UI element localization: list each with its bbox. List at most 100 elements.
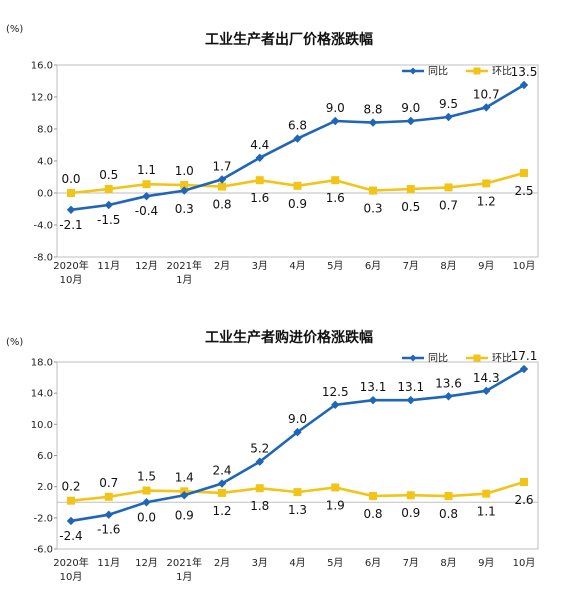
data-point-mom (482, 179, 491, 188)
x-tick-label: 12月 (135, 260, 158, 272)
data-label-mom: 0.8 (439, 507, 458, 521)
data-label-yoy: 13.6 (435, 376, 462, 390)
x-tick-label: 4月 (289, 557, 305, 569)
data-label-yoy: 9.0 (288, 412, 307, 426)
data-point-yoy (331, 116, 340, 126)
y-tick-label: 16.0 (31, 61, 53, 72)
data-label-mom: 0.5 (99, 168, 118, 182)
data-point-yoy (66, 516, 76, 526)
data-label-mom: 1.6 (250, 191, 269, 205)
data-label-yoy: 5.2 (250, 442, 269, 456)
data-label-yoy: 17.1 (511, 349, 538, 363)
data-point-yoy (104, 200, 113, 210)
data-label-yoy: 0.3 (175, 202, 194, 216)
data-label-mom: 2.6 (514, 493, 533, 507)
data-label-mom: 1.6 (326, 191, 345, 205)
x-tick-label: 8月 (440, 557, 456, 569)
data-label-mom: 0.2 (61, 480, 80, 494)
x-tick-label-line2: 10月 (60, 274, 83, 286)
data-label-mom: 1.5 (137, 470, 156, 484)
data-point-mom (255, 176, 264, 185)
y-tick-label: 0.0 (37, 189, 53, 200)
legend-label-mom: 环比 (492, 353, 512, 365)
data-point-mom (482, 489, 491, 498)
data-point-yoy (255, 153, 264, 162)
data-point-mom (369, 186, 377, 195)
data-point-mom (104, 185, 113, 193)
data-point-mom (406, 185, 415, 193)
data-point-yoy (142, 498, 151, 507)
x-tick-label-line2: 10月 (60, 571, 83, 583)
data-label-yoy: 0.9 (175, 508, 194, 522)
data-point-yoy (293, 134, 302, 143)
x-tick-label: 6月 (365, 260, 381, 272)
x-tick-label: 2020年 (53, 259, 88, 272)
data-label-yoy: 8.8 (363, 103, 382, 117)
data-point-yoy (180, 491, 189, 500)
x-tick-label: 4月 (289, 260, 305, 272)
data-point-yoy (104, 510, 113, 519)
x-tick-label: 2月 (214, 557, 230, 569)
chart-title: 工业生产者出厂价格涨跌幅 (205, 31, 373, 48)
x-tick-label: 11月 (97, 557, 120, 569)
data-label-mom: 0.0 (61, 172, 80, 186)
data-point-yoy (368, 395, 378, 405)
data-point-yoy (180, 186, 189, 195)
x-tick-label: 10月 (513, 260, 536, 272)
data-point-mom (180, 181, 189, 189)
x-tick-label: 9月 (478, 557, 494, 569)
data-label-yoy: 12.5 (322, 385, 349, 399)
x-tick-label: 7月 (403, 260, 419, 272)
data-label-mom: 0.9 (401, 506, 420, 520)
data-label-yoy: -1.5 (97, 213, 120, 227)
x-tick-label: 8月 (440, 260, 456, 272)
ppi-purchase-chart: 工业生产者购进价格涨跌幅 (%) 18.0 14.0 10.0 6.0 2.0 -2.0 -6.… (6, 329, 539, 583)
data-label-yoy: 4.4 (250, 138, 269, 152)
data-label-yoy: 9.0 (401, 101, 420, 115)
data-label-mom: 1.0 (175, 164, 194, 178)
y-tick-label: -2.0 (33, 513, 53, 524)
data-point-yoy (293, 427, 302, 437)
legend-marker-yoy (409, 67, 417, 75)
x-tick-label: 2021年 (167, 259, 202, 272)
y-unit-label: (%) (6, 24, 23, 35)
data-label-yoy: -1.6 (97, 523, 120, 537)
data-point-yoy (368, 118, 378, 127)
data-point-yoy (482, 103, 491, 112)
y-tick-label: 14.0 (31, 389, 53, 400)
legend-label-mom: 环比 (492, 66, 512, 78)
y-tick-label: 2.0 (37, 482, 53, 493)
data-point-mom (369, 492, 377, 501)
chart-title: 工业生产者购进价格涨跌幅 (205, 329, 373, 346)
x-tick-label: 12月 (135, 557, 158, 569)
data-label-yoy: 14.3 (473, 371, 500, 385)
data-point-yoy (444, 392, 453, 401)
x-tick-label: 7月 (403, 557, 419, 569)
data-point-mom (255, 484, 264, 493)
plot-area (56, 64, 539, 258)
x-tick-label: 6月 (365, 557, 381, 569)
data-label-mom: 1.9 (326, 498, 345, 512)
x-tick-label-line2: 1月 (176, 571, 192, 583)
x-tick-label: 11月 (97, 260, 120, 272)
data-label-mom: 1.2 (477, 194, 496, 208)
data-point-mom (67, 189, 75, 197)
data-label-yoy: 6.8 (288, 119, 307, 133)
data-label-mom: 2.5 (514, 184, 533, 198)
data-point-yoy (217, 175, 227, 184)
y-tick-label: 10.0 (31, 420, 53, 431)
legend-label-yoy: 同比 (428, 353, 448, 365)
data-point-mom (331, 483, 340, 492)
data-label-mom: 1.4 (175, 470, 194, 484)
y-tick-label: 8.0 (37, 125, 53, 136)
data-point-yoy (482, 386, 491, 396)
data-label-mom: 0.9 (288, 197, 307, 211)
legend-label-yoy: 同比 (428, 66, 448, 78)
y-tick-label: 4.0 (37, 157, 53, 168)
y-unit-label: (%) (6, 337, 23, 348)
x-tick-label: 5月 (327, 260, 343, 272)
data-label-yoy: 9.0 (326, 101, 345, 115)
data-label-yoy: 13.1 (360, 380, 387, 394)
data-label-yoy: 13.5 (511, 65, 538, 79)
data-point-yoy (217, 479, 227, 488)
